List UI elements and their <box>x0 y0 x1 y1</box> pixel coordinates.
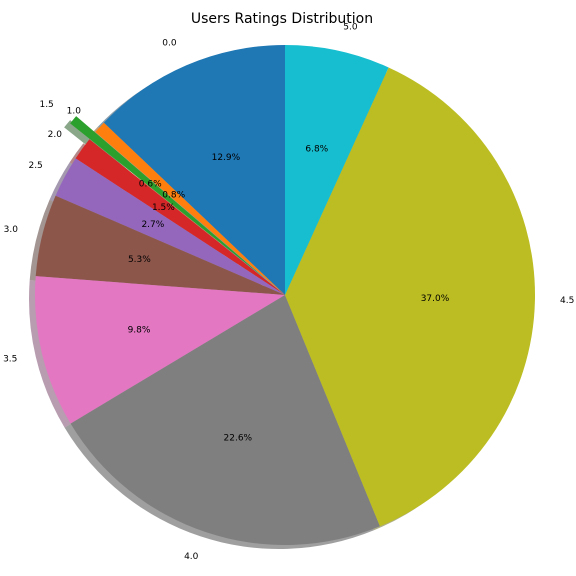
pie-slice-2-5 <box>55 158 286 295</box>
pie-slice-4-5 <box>285 67 536 527</box>
pie-slice-2-0 <box>75 139 286 295</box>
percent-label-5-0: 6.8% <box>305 144 328 154</box>
percent-label-2-5: 2.7% <box>141 220 164 230</box>
category-label-1-0: 1.0 <box>67 107 82 117</box>
percent-label-0-0: 12.9% <box>212 153 241 163</box>
pie-slice-1-5 <box>70 116 266 280</box>
pie-slice-3-5 <box>35 276 285 424</box>
percent-label-4-0: 22.6% <box>224 433 253 443</box>
category-label-2-5: 2.5 <box>28 161 42 171</box>
category-label-3-0: 3.0 <box>4 225 19 235</box>
pie-slice-4-0 <box>70 295 380 545</box>
slice-layer <box>35 45 536 545</box>
pie-slice-5-0 <box>285 45 389 295</box>
category-label-0-0: 0.0 <box>162 38 177 48</box>
percent-label-4-5: 37.0% <box>421 294 450 304</box>
category-label-4-5: 4.5 <box>560 296 574 306</box>
category-label-1-5: 1.5 <box>39 100 53 110</box>
pie-slice-1-0 <box>95 122 285 295</box>
percent-label-2-0: 1.5% <box>152 203 175 213</box>
pie-slice-0-0 <box>103 45 285 295</box>
percent-label-3-5: 9.8% <box>128 326 151 336</box>
category-label-2-0: 2.0 <box>48 130 63 140</box>
category-label-4-0: 4.0 <box>184 552 199 562</box>
pie-slice-3-0 <box>35 195 286 295</box>
percent-label-1-0: 0.8% <box>162 190 185 200</box>
chart-title: Users Ratings Distribution <box>191 11 373 27</box>
label-layer: 0.0 12.9% 1.0 0.8% 1.5 0.6% 2.0 1.5% 2.5 2.7% 3.0 5… <box>3 22 574 562</box>
percent-label-1-5: 0.6% <box>139 180 162 190</box>
percent-label-3-0: 5.3% <box>128 255 151 265</box>
category-label-3-5: 3.5 <box>3 354 17 364</box>
category-label-5-0: 5.0 <box>343 22 358 32</box>
